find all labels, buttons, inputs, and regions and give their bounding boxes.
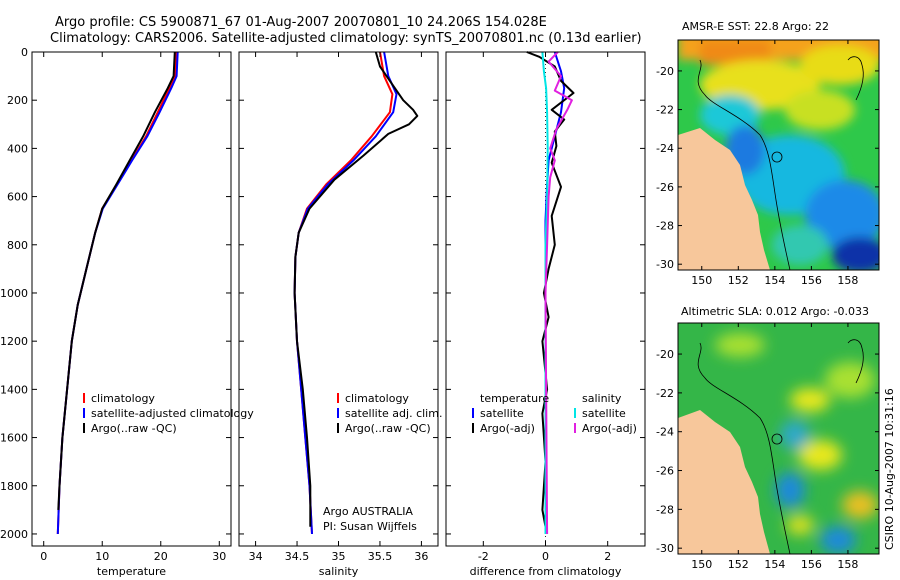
- legend-entry-temperature: satellite: [480, 407, 524, 420]
- x-axis-label: difference from climatology: [470, 565, 622, 578]
- x-tick-label: 10: [95, 550, 109, 563]
- x-tick-label: 34: [249, 550, 263, 563]
- legend-entry: climatology: [91, 392, 155, 405]
- map-y-tick-label: -26: [656, 465, 674, 478]
- y-tick-label: 1200: [0, 335, 28, 348]
- sst-map-title: AMSR-E SST: 22.8 Argo: 22: [682, 20, 829, 33]
- map-y-tick-label: -30: [656, 258, 674, 271]
- map-x-tick-label: 152: [728, 558, 749, 571]
- map-x-tick-label: 156: [801, 558, 822, 571]
- x-tick-label: 0: [40, 550, 47, 563]
- argo-pi-label: PI: Susan Wijffels: [323, 520, 417, 533]
- sst-map: 150 152 154 156 158 -20 -22 -24 -26 -28 -30: [656, 39, 880, 287]
- sla-map-title: Altimetric SLA: 0.012 Argo: -0.033: [681, 305, 869, 318]
- salinity-series-argo-raw-qc-: [293, 51, 419, 527]
- map-y-tick-label: -24: [656, 142, 674, 155]
- map-x-tick-label: 150: [691, 558, 712, 571]
- temperature-series-satellite-adjusted-climatology: [56, 51, 179, 535]
- x-tick-label: 35: [332, 550, 346, 563]
- x-axis-label: salinity: [319, 565, 359, 578]
- y-tick-label: 1600: [0, 432, 28, 445]
- map-y-tick-label: -28: [656, 503, 674, 516]
- profile-title-line1: Argo profile: CS 5900871_67 01-Aug-2007 …: [55, 15, 547, 30]
- map-y-tick-label: -28: [656, 220, 674, 233]
- map-x-tick-label: 158: [837, 274, 858, 287]
- x-tick-label: 35.5: [368, 550, 393, 563]
- y-tick-label: 800: [7, 239, 28, 252]
- y-tick-label: 0: [21, 46, 28, 59]
- legend-entry-salinity: Argo(-adj): [582, 422, 637, 435]
- difference-series-salinity-argo-adj-: [544, 51, 573, 535]
- map-y-tick-label: -20: [656, 348, 674, 361]
- x-tick-label: 34.5: [285, 550, 310, 563]
- legend-entry-temperature: Argo(-adj): [480, 422, 535, 435]
- argo-program-label: Argo AUSTRALIA: [323, 505, 413, 518]
- map-y-tick-label: -22: [656, 104, 674, 117]
- x-tick-label: 20: [154, 550, 168, 563]
- legend-entry: satellite adj. clim.: [345, 407, 442, 420]
- difference-panel: -2 0 2 difference from climatology temperatu…: [445, 51, 646, 578]
- x-tick-label: -2: [478, 550, 489, 563]
- salinity-frame: [238, 51, 439, 547]
- legend-entry-salinity: satellite: [582, 407, 626, 420]
- map-y-tick-label: -26: [656, 181, 674, 194]
- y-tick-label: 1000: [0, 287, 28, 300]
- temperature-frame: [31, 51, 232, 547]
- x-tick-label: 30: [212, 550, 226, 563]
- map-y-tick-label: -20: [656, 65, 674, 78]
- y-tick-label: 2000: [0, 528, 28, 541]
- legend-entry: Argo(..raw -QC): [345, 422, 431, 435]
- map-x-tick-label: 154: [764, 558, 785, 571]
- map-x-tick-label: 154: [764, 274, 785, 287]
- legend-entry: climatology: [345, 392, 409, 405]
- map-y-tick-label: -24: [656, 426, 674, 439]
- map-x-tick-label: 158: [837, 558, 858, 571]
- temperature-series-climatology: [56, 51, 177, 535]
- map-y-tick-label: -22: [656, 387, 674, 400]
- sla-field: [678, 323, 879, 554]
- salinity-panel: 34 34.5 35 35.5 36 salinity climatology satelli…: [238, 51, 442, 578]
- y-tick-label: 1800: [0, 480, 28, 493]
- temperature-series-argo-raw-qc-: [57, 51, 176, 510]
- sla-map: 150 152 154 156 158 -20 -22 -24 -26 -28 -30: [656, 322, 880, 571]
- y-tick-label: 600: [7, 191, 28, 204]
- legend-entry-salinity: salinity: [582, 392, 622, 405]
- x-tick-label: 36: [414, 550, 428, 563]
- x-tick-label: 2: [604, 550, 611, 563]
- map-x-tick-label: 152: [728, 274, 749, 287]
- x-axis-label: temperature: [97, 565, 166, 578]
- difference-series-temperature-argo-adj-: [526, 51, 575, 527]
- legend-entry: Argo(..raw -QC): [91, 422, 177, 435]
- y-tick-label: 1400: [0, 383, 28, 396]
- y-tick-label: 200: [7, 94, 28, 107]
- map-x-tick-label: 150: [691, 274, 712, 287]
- sst-field: [678, 40, 879, 270]
- legend-entry: satellite-adjusted climatology: [91, 407, 254, 420]
- credit-label: CSIRO 10-Aug-2007 10:31:16: [883, 388, 896, 550]
- x-tick-label: 0: [542, 550, 549, 563]
- map-x-tick-label: 156: [801, 274, 822, 287]
- map-y-tick-label: -30: [656, 542, 674, 555]
- temperature-panel: 0 10 20 30 temperature 0 200 400 600 800 1000 1200 1…: [0, 46, 254, 578]
- legend-entry-temperature: temperature: [480, 392, 549, 405]
- profile-title-line2: Climatology: CARS2006. Satellite-adjuste…: [50, 31, 642, 46]
- y-tick-label: 400: [7, 142, 28, 155]
